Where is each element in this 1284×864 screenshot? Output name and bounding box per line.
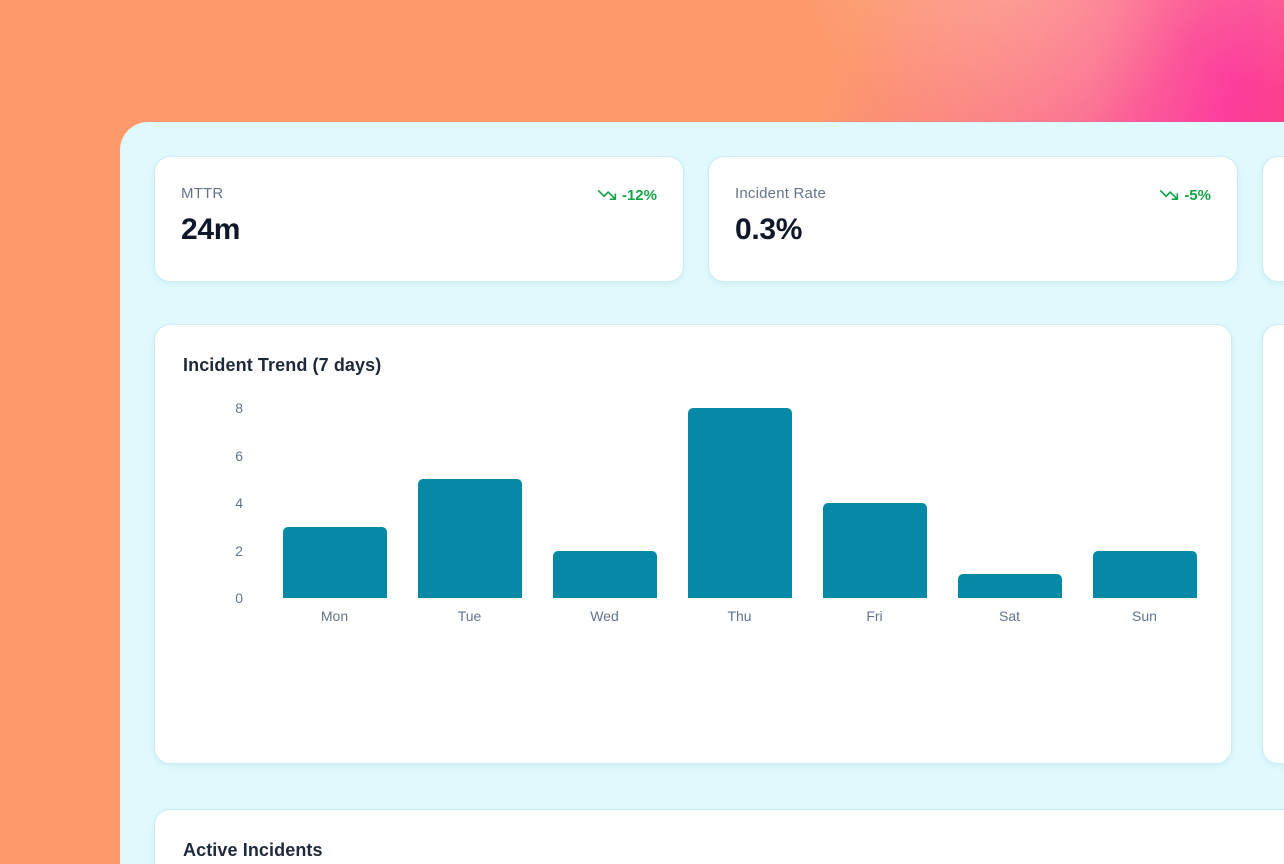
kpi-card-header: Incident Rate -5%: [735, 185, 1211, 205]
bar-wrap: [822, 408, 927, 598]
y-tick-label: 0: [235, 590, 243, 606]
side-card-partial: [1262, 324, 1284, 764]
kpi-trend-value: -5%: [1184, 186, 1211, 204]
kpi-card-header: MTTR -12%: [181, 185, 657, 205]
x-axis-label: Wed: [590, 608, 619, 624]
trending-down-icon: [1159, 185, 1179, 205]
bar-group: Tue: [402, 408, 537, 624]
bar-fri[interactable]: [822, 503, 927, 598]
active-incidents-row: Active Incidents: [154, 809, 1284, 864]
kpi-label: Incident Rate: [735, 185, 826, 202]
dashboard-panel: MTTR -12% 24m Incident Ra: [120, 122, 1284, 864]
kpi-card-incident-rate: Incident Rate -5% 0.3%: [708, 156, 1238, 282]
bar-mon[interactable]: [282, 526, 387, 598]
bar-wrap: [957, 408, 1062, 598]
kpi-card-partial: [1262, 156, 1284, 282]
bar-group: Wed: [537, 408, 672, 624]
bar-wrap: [687, 408, 792, 598]
active-incidents-title: Active Incidents: [183, 840, 323, 860]
bar-wrap: [552, 408, 657, 598]
bar-group: Fri: [807, 408, 942, 624]
trending-down-icon: [597, 185, 617, 205]
bar-group: Thu: [672, 408, 807, 624]
kpi-trend-value: -12%: [621, 186, 657, 204]
bar-sat[interactable]: [957, 574, 1062, 598]
incident-trend-card: Incident Trend (7 days) 0 2 4 6 8 Mon Tue Wed T…: [154, 324, 1232, 764]
y-tick-label: 4: [235, 495, 243, 511]
kpi-card-mttr: MTTR -12% 24m: [154, 156, 684, 282]
bar-wrap: [282, 408, 387, 598]
kpi-trend-badge: -12%: [597, 185, 657, 205]
bar-wed[interactable]: [552, 550, 657, 598]
bar-wrap: [417, 408, 522, 598]
chart-y-axis: 0 2 4 6 8: [183, 401, 253, 605]
chart-bars: Mon Tue Wed Thu Fri Sat Sun: [253, 408, 1212, 624]
kpi-row: MTTR -12% 24m Incident Ra: [154, 156, 1284, 282]
x-axis-label: Fri: [866, 608, 883, 624]
bar-thu[interactable]: [687, 408, 792, 598]
x-axis-label: Mon: [320, 608, 349, 624]
y-tick-label: 2: [235, 542, 243, 559]
active-incidents-card: Active Incidents: [154, 809, 1284, 864]
x-axis-label: Sat: [998, 608, 1020, 624]
bar-wrap: [1092, 408, 1197, 598]
kpi-value: 0.3%: [735, 213, 803, 246]
x-axis-label: Sun: [1132, 608, 1157, 624]
x-axis-label: Tue: [457, 608, 482, 624]
y-tick-label: 8: [235, 400, 243, 416]
kpi-value: 24m: [181, 213, 241, 246]
bar-group: Sun: [1077, 408, 1212, 624]
y-tick-label: 6: [235, 447, 243, 464]
bar-group: Sat: [942, 408, 1077, 624]
bar-group: Mon: [267, 408, 402, 624]
x-axis-label: Thu: [727, 608, 752, 624]
kpi-trend-badge: -5%: [1159, 185, 1211, 205]
bar-tue[interactable]: [417, 479, 522, 598]
incident-trend-chart: 0 2 4 6 8 Mon Tue Wed Thu Fri Sat Sun: [183, 401, 1203, 624]
kpi-label: MTTR: [181, 185, 224, 202]
chart-row: Incident Trend (7 days) 0 2 4 6 8 Mon Tue Wed T…: [154, 324, 1284, 764]
bar-sun[interactable]: [1092, 550, 1197, 598]
chart-title: Incident Trend (7 days): [183, 355, 382, 375]
